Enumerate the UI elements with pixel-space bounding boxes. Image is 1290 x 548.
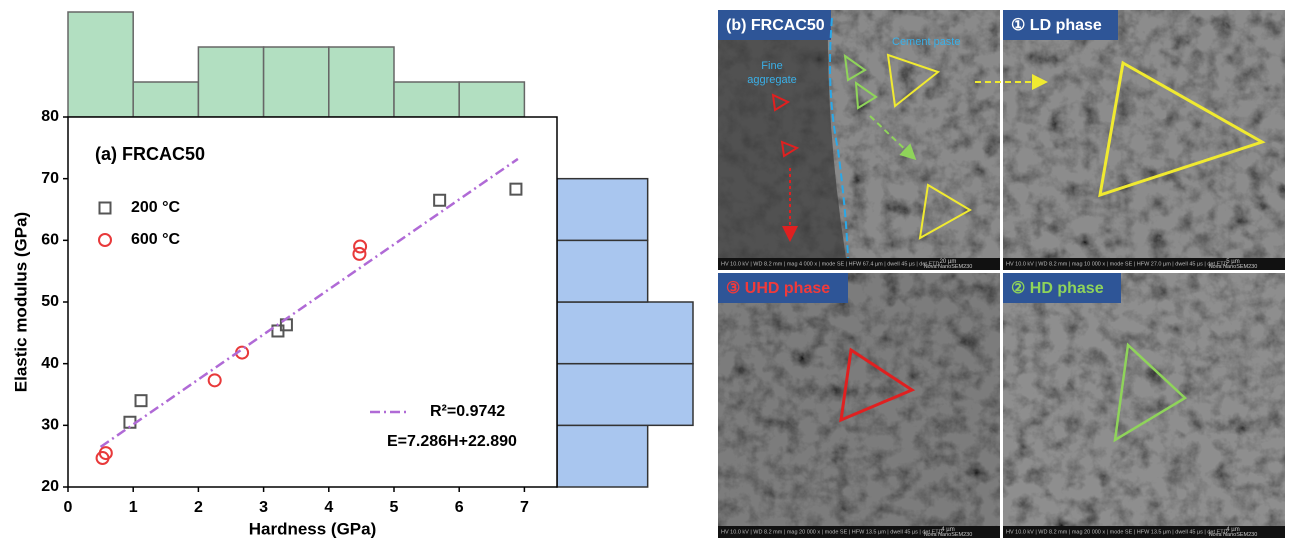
legend-label: 600 °C	[131, 231, 181, 248]
x-tick-label: 4	[324, 499, 333, 516]
aggregate-region	[718, 10, 846, 258]
figure: 0 1 2 3 4 5 6 7 20 30 40 50 60 70 80 Hardness (GPa) Elas…	[0, 0, 1290, 543]
x-tick-label: 2	[194, 499, 203, 516]
y-tick-label: 70	[41, 170, 59, 187]
x-axis-title: Hardness (GPa)	[249, 519, 377, 538]
annotation: Cement paste	[892, 36, 960, 48]
y-tick-label: 60	[41, 232, 59, 249]
annotation: aggregate	[747, 74, 797, 86]
info-text: HV 10.0 kV | WD 8.2 mm | mag 20 000 x | …	[1006, 529, 1228, 535]
x-tick-label: 6	[455, 499, 464, 516]
device-text: Nova NanoSEM230	[924, 264, 973, 270]
histogram-bar	[133, 82, 198, 117]
y-tick-label: 20	[41, 478, 59, 495]
histogram-bar	[329, 47, 394, 117]
histogram-bar	[557, 179, 648, 241]
info-text: HV 10.0 kV | WD 8.2 mm | mag 20 000 x | …	[721, 529, 943, 535]
histogram-bar	[557, 302, 693, 364]
device-text: Nova NanoSEM230	[1209, 532, 1258, 538]
x-tick-label: 5	[390, 499, 399, 516]
device-text: Nova NanoSEM230	[924, 532, 973, 538]
y-tick-label: 50	[41, 293, 59, 310]
histogram-bar	[198, 47, 263, 117]
legend-label: 200 °C	[131, 199, 181, 216]
panel-label: ② HD phase	[1011, 280, 1104, 297]
histogram-bar	[557, 364, 693, 426]
histogram-bar	[68, 12, 133, 117]
info-text: HV 10.0 kV | WD 8.2 mm | mag 10 000 x | …	[1006, 261, 1228, 267]
panel-label: ③ UHD phase	[726, 280, 830, 297]
panel-title: (a) FRCAC50	[95, 144, 205, 164]
plot-frame	[68, 117, 557, 487]
panel-label: (b) FRCAC50	[726, 17, 825, 34]
histogram-bar	[459, 82, 524, 117]
y-tick-label: 30	[41, 417, 59, 434]
x-tick-label: 0	[64, 499, 73, 516]
annotation: E=7.286H+22.890	[387, 433, 517, 450]
annotation: Fine	[761, 60, 782, 72]
sem-images: HV 10.0 kV | WD 8.2 mm | mag 4 000 x | m…	[718, 10, 1285, 538]
x-tick-label: 3	[259, 499, 268, 516]
histogram-bar	[264, 47, 329, 117]
histogram-bar	[557, 240, 648, 302]
y-axis-title: Elastic modulus (GPa)	[11, 212, 30, 392]
histogram-bar	[394, 82, 459, 117]
sem-image	[1003, 273, 1285, 538]
legend-label: R²=0.9742	[430, 403, 505, 420]
histogram-bar	[557, 425, 648, 487]
sem-image	[718, 273, 1000, 538]
y-tick-label: 40	[41, 355, 59, 372]
x-tick-label: 7	[520, 499, 529, 516]
info-text: HV 10.0 kV | WD 8.2 mm | mag 4 000 x | m…	[721, 261, 940, 267]
panel-label: ① LD phase	[1011, 17, 1102, 34]
chart-area: 0 1 2 3 4 5 6 7 20 30 40 50 60 70 80 Hardness (GPa) Elas…	[11, 12, 693, 538]
y-tick-label: 80	[41, 108, 59, 125]
device-text: Nova NanoSEM230	[1209, 264, 1258, 270]
sem-image	[1003, 10, 1285, 270]
x-tick-label: 1	[129, 499, 138, 516]
